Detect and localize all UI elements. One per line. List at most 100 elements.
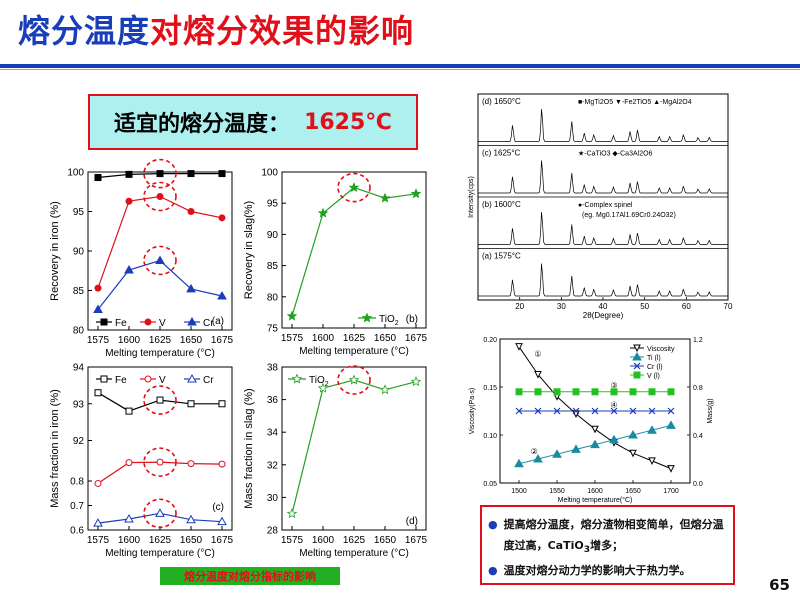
data-point-viscosity	[591, 425, 599, 434]
data-point-cr	[553, 407, 561, 415]
xrd-phase-legend: ★-CaTiO3 ◆-Ca3Al2O6	[578, 150, 653, 158]
panel-label: (d)	[406, 516, 418, 527]
data-point-fe	[94, 389, 102, 397]
data-point-viscosity	[667, 465, 675, 473]
data-point-cr	[648, 407, 656, 415]
y-tick-label: 0.20	[483, 337, 497, 344]
data-point-cr	[572, 407, 580, 415]
y-tick-label: 0.05	[483, 481, 497, 488]
data-point-tio2	[317, 382, 329, 393]
y-tick-label: 30	[267, 493, 279, 504]
data-point-ti	[514, 458, 524, 468]
data-point-cr	[667, 407, 675, 415]
data-point-ti	[533, 453, 543, 463]
data-point-v	[610, 388, 618, 396]
y-tick-label: 92	[73, 436, 85, 447]
data-point-fe	[156, 170, 164, 178]
y-tick-label: 94	[73, 363, 85, 374]
data-point-v	[572, 388, 580, 396]
y-tick-label: 95	[267, 199, 279, 210]
bullet-1-text: 提高熔分温度，熔分渣物相变简单，但熔分温度过高，CaTiO	[503, 518, 724, 552]
xrd-phase-legend-example: (eg. Mg0.17Al1.69Cr0.24O32)	[582, 212, 676, 219]
legend-subscript: 2	[395, 320, 399, 327]
panel-label: (a)	[212, 316, 224, 327]
data-point-cr	[534, 407, 542, 415]
data-point-v	[667, 388, 675, 396]
y-tick-label: 0.6	[70, 526, 84, 537]
annotation-4: ④	[610, 400, 617, 409]
highlight-circle	[143, 245, 177, 276]
legend-label-tio2: TiO2	[309, 375, 329, 388]
y-tick-label: 100	[261, 168, 278, 179]
data-point-cr	[124, 264, 134, 274]
data-point-tio2	[410, 376, 422, 387]
x-tick-label: 1500	[511, 488, 527, 495]
y2-tick-label: 1.2	[693, 337, 703, 344]
page-number: 65	[769, 576, 790, 594]
x-tick-label: 1600	[312, 333, 335, 344]
legend-marker	[633, 371, 641, 379]
data-point-v	[534, 388, 542, 396]
x-tick-label: 40	[599, 302, 608, 311]
data-point-v	[156, 458, 164, 466]
legend-marker	[187, 373, 197, 383]
legend-marker	[100, 318, 108, 326]
panel-b	[281, 171, 427, 329]
series-line-tio2	[291, 186, 417, 317]
title-part-blue: 熔分温度	[18, 12, 151, 50]
data-point-fe	[187, 170, 195, 178]
xrd-pattern	[478, 211, 728, 245]
bullet-dot-icon: ●	[488, 564, 498, 578]
highlight-circle	[337, 365, 371, 395]
data-point-cr	[155, 255, 165, 264]
legend-label: Cr (l)	[647, 364, 663, 371]
highlight-circle	[143, 385, 177, 415]
x-tick-label: 1600	[118, 335, 141, 346]
data-point-fe	[94, 174, 102, 182]
data-point-ti	[552, 449, 562, 458]
data-point-tio2	[286, 310, 298, 321]
data-point-v	[515, 388, 523, 396]
x-axis-label: Melting temperature (°C)	[299, 346, 409, 357]
x-tick-label: 1625	[149, 535, 172, 546]
x-marker-stroke	[553, 407, 561, 415]
legend-label-tio2: TiO2	[379, 314, 399, 327]
data-point-tio2	[286, 508, 298, 519]
xrd-phase-legend: ●-Complex spinel	[578, 202, 633, 209]
x-tick-label: 1675	[211, 335, 234, 346]
highlight-circle	[143, 447, 177, 477]
annotation-3: ③	[610, 381, 617, 390]
y-tick-label: 0.7	[70, 501, 84, 512]
highlight-circle	[337, 172, 371, 203]
y-axis-label: Recovery in slag(%)	[243, 201, 255, 299]
y-tick-label: 85	[267, 261, 279, 272]
legend-marker	[187, 316, 197, 326]
legend-label: Ti (l)	[647, 355, 661, 362]
title-divider	[0, 64, 800, 68]
y-tick-label: 80	[267, 292, 279, 303]
y-tick-label: 0.15	[483, 385, 497, 392]
x-tick-label: 1650	[374, 535, 397, 546]
y-tick-label: 75	[267, 324, 279, 335]
x-tick-label: 1700	[663, 488, 679, 495]
data-point-tio2	[317, 207, 329, 218]
bullet-1: ● 提高熔分温度，熔分渣物相变简单，但熔分温度过高，CaTiO3增多；	[488, 514, 727, 560]
legend-marker	[144, 318, 152, 326]
x-tick-label: 1575	[281, 333, 304, 344]
x-tick-label: 30	[557, 302, 566, 311]
data-point-viscosity	[534, 371, 542, 379]
legend-marker	[633, 362, 641, 370]
panel-c	[87, 366, 233, 531]
y2-tick-label: 0.4	[693, 433, 703, 440]
x-marker-stroke	[572, 407, 580, 415]
x-axis-label: Melting temperature(°C)	[558, 496, 633, 504]
data-point-ti	[609, 434, 619, 444]
series-line-tio2	[291, 379, 417, 514]
x-tick-label: 1675	[211, 535, 234, 546]
x-axis-label: Melting temperature (°C)	[105, 348, 215, 359]
data-point-cr	[186, 283, 196, 293]
legend-label-v: V	[159, 375, 166, 386]
xrd-panel-label: (d) 1650°C	[482, 97, 521, 106]
y-tick-label: 85	[73, 286, 85, 297]
